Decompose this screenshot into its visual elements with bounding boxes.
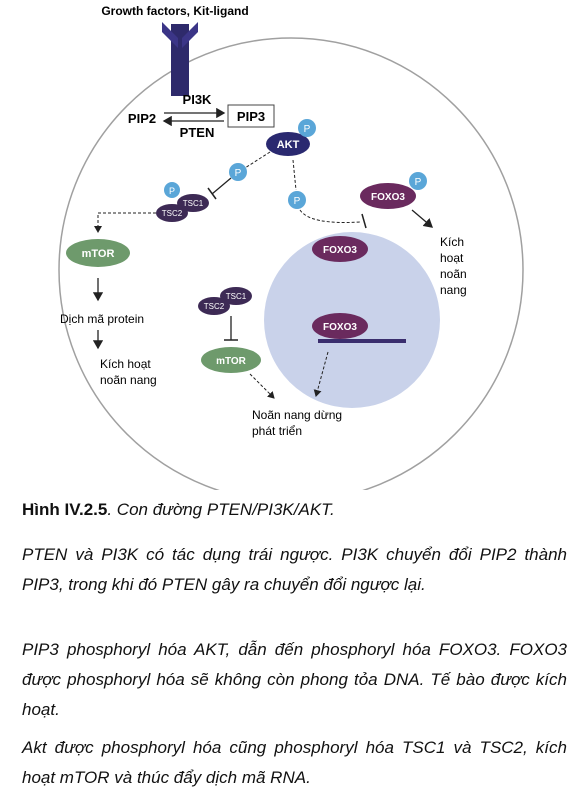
arrest-label-2: phát triển [252,424,302,438]
caption-label: Hình IV.2.5 [22,500,108,519]
pathway-diagram: Growth factors, Kit-ligand PI3K PIP2 PTE… [58,4,524,490]
receptor-icon [162,22,198,96]
paragraph-2: PIP3 phosphoryl hóa AKT, dẫn đến phospho… [22,640,567,719]
tsc2-node-lower [198,297,230,315]
pip3-box [227,104,275,128]
tsc2-node [156,204,188,222]
activation-right-4: nang [440,283,467,297]
tsc2-label: TSC2 [162,209,183,218]
tsc1-node-lower [220,287,252,305]
p-label: P [304,124,311,135]
foxo3-phospho-node [360,183,416,209]
phospho-akt [298,119,316,137]
p-label: P [235,168,242,179]
figure-caption: Hình IV.2.5. Con đường PTEN/PI3K/AKT. [22,500,567,520]
paragraph-1: PTEN và PI3K có tác dụng trái ngược. PI3… [22,545,567,594]
cell-membrane [58,37,524,490]
activation-left-1: Kích hoạt [100,357,151,371]
translation-label: Dịch mã protein [60,312,144,326]
tsc2-label: TSC2 [204,302,225,311]
phospho-2 [288,191,306,209]
phospho-tsc [164,182,180,198]
activation-right-1: Kích [440,235,464,249]
mtor-label: mTOR [82,248,115,260]
activation-right-3: noãn [440,267,467,281]
pi3k-label: PI3K [183,92,213,107]
pip3-label: PIP3 [237,109,265,124]
foxo3-label: FOXO3 [323,245,357,256]
mtor-node [66,239,130,267]
tsc1-label: TSC1 [183,199,204,208]
phospho-foxo3 [409,172,427,190]
caption-text: . Con đường PTEN/PI3K/AKT. [107,500,335,519]
activation-left-2: noãn nang [100,373,157,387]
foxo3-label: FOXO3 [323,322,357,333]
p-label: P [294,196,301,207]
mtor-node-lower [201,347,261,373]
arrest-label-1: Noãn nang dừng [252,408,342,422]
mtor-label: mTOR [216,356,247,367]
p-label: P [415,177,422,188]
akt-label: AKT [277,139,300,151]
p-label: P [169,186,175,196]
akt-node [266,132,310,156]
foxo3-dna-node [312,313,368,339]
pten-label: PTEN [180,125,215,140]
phospho-1 [229,163,247,181]
paragraph-3: Akt được phosphoryl hóa cũng phosphoryl … [22,738,567,787]
activation-right-2: hoạt [440,251,464,265]
receptor-label: Growth factors, Kit-ligand [101,4,248,18]
foxo3-label: FOXO3 [371,192,405,203]
tsc1-label: TSC1 [226,292,247,301]
foxo3-nucleus-node [312,236,368,262]
tsc1-node [177,194,209,212]
pip2-label: PIP2 [128,111,156,126]
